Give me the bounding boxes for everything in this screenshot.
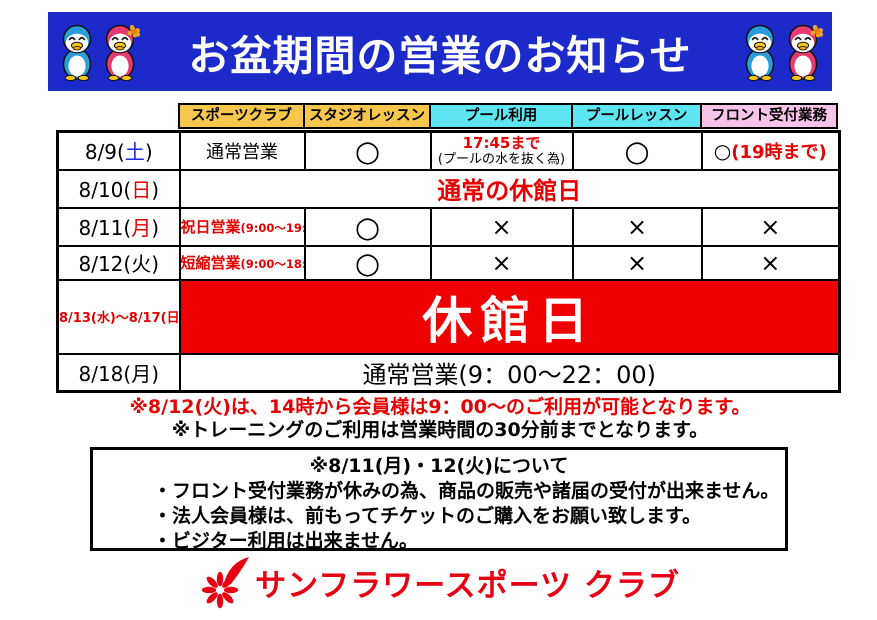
cell-pool-aug9: 17:45まで (プールの水を抜く為): [429, 130, 574, 171]
header-studio-lesson: スタジオレッスン: [303, 103, 431, 129]
cell-pool-lesson-aug12: ×: [571, 244, 703, 281]
date-aug13-17: 8/13(水)～8/17(日): [56, 278, 181, 355]
table-column-headers: スポーツクラブ スタジオレッスン プール利用 プールレッスン フロント受付業務: [178, 103, 838, 129]
cell-front-aug12: ×: [700, 244, 841, 281]
cell-studio-aug11: ○: [303, 206, 432, 247]
info-box-item: ・法人会員様は、前もってチケットのご購入をお願い致します。: [153, 505, 702, 527]
sunflower-icon: [201, 557, 250, 609]
cell-pool-aug11: ×: [429, 206, 574, 247]
header-front-desk: フロント受付業務: [700, 103, 838, 129]
info-box-item: ・フロント受付業務が休みの為、商品の販売や諸届の受付が出来ません。: [153, 480, 780, 502]
cell-studio-aug12: ○: [303, 244, 432, 281]
date-aug12: 8/12(火): [56, 244, 181, 281]
club-logo: サンフラワースポーツ クラブ: [0, 554, 877, 610]
cell-front-aug11: ×: [700, 206, 841, 247]
penguin-mascots-right-icon: [739, 23, 824, 81]
cell-regular-closed: 通常の休館日: [178, 168, 841, 209]
cell-pool-lesson-aug11: ×: [571, 206, 703, 247]
note-red: ※8/12(火)は、14時から会員様は9：00～のご利用が可能となります。: [129, 396, 751, 418]
date-aug18: 8/18(月): [56, 352, 181, 392]
page-title: お盆期間の営業のお知らせ: [188, 31, 692, 80]
table-row: 8/9(土) 通常営業 ○ 17:45まで (プールの水を抜く為) ○ ○(19…: [56, 130, 841, 171]
cell-club-aug11: 祝日営業(9:00～19:00): [178, 206, 306, 247]
date-aug11: 8/11(月): [56, 206, 181, 247]
cell-pool-aug12: ×: [429, 244, 574, 281]
penguin-mascots-left-icon: [56, 23, 141, 81]
table-row: 8/13(水)～8/17(日) 休館日: [56, 278, 841, 355]
table-row: 8/11(月) 祝日営業(9:00～19:00) ○ × × ×: [56, 206, 841, 247]
cell-club-aug12: 短縮営業(9:00～18:00): [178, 244, 306, 281]
club-logo-text: サンフラワースポーツ クラブ: [255, 567, 680, 604]
date-aug10: 8/10(日): [56, 168, 181, 209]
table-row: 8/10(日) 通常の休館日: [56, 168, 841, 209]
cell-front-aug9: ○(19時まで): [700, 130, 841, 171]
cell-closed-banner: 休館日: [178, 278, 841, 355]
note-black: ※トレーニングのご利用は営業時間の30分前までとなります。: [171, 419, 709, 441]
date-aug9: 8/9(土): [56, 130, 181, 171]
header-pool-use: プール利用: [429, 103, 573, 129]
header-sports-club: スポーツクラブ: [178, 103, 305, 129]
cell-normal-open-aug18: 通常営業(9：00～22：00): [178, 352, 841, 392]
table-row: 8/18(月) 通常営業(9：00～22：00): [56, 352, 841, 392]
cell-studio-aug9: ○: [303, 130, 432, 171]
info-box-item: ・ビジター利用は出来ません。: [153, 530, 419, 552]
header-pool-lesson: プールレッスン: [571, 103, 702, 129]
cell-club-aug9: 通常営業: [178, 130, 306, 171]
info-box-title: ※8/11(月)・12(火)について: [309, 455, 569, 477]
info-box: ※8/11(月)・12(火)について ・フロント受付業務が休みの為、商品の販売や…: [90, 447, 788, 552]
cell-pool-lesson-aug9: ○: [571, 130, 703, 171]
schedule-table: 8/9(土) 通常営業 ○ 17:45まで (プールの水を抜く為) ○ ○(19…: [56, 130, 841, 393]
banner: お盆期間の営業のお知らせ: [48, 12, 832, 91]
table-row: 8/12(火) 短縮営業(9:00～18:00) ○ × × ×: [56, 244, 841, 281]
